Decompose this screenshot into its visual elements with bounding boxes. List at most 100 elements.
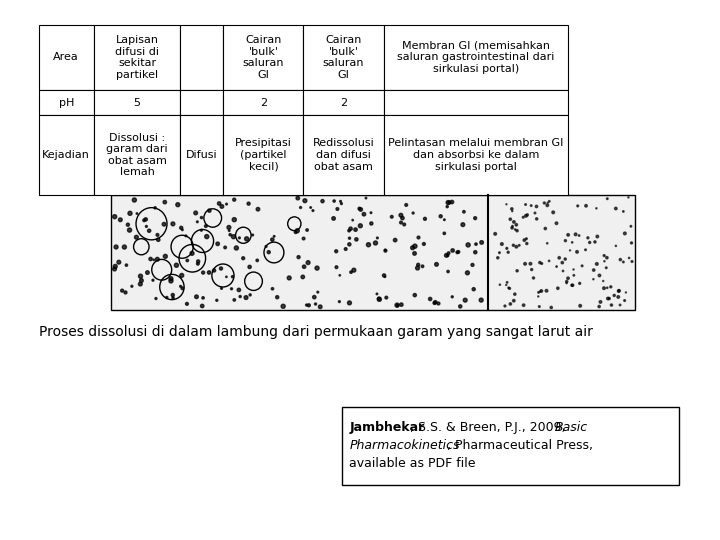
Point	[175, 282, 186, 291]
Point	[531, 202, 542, 211]
Point	[365, 208, 377, 217]
Point	[346, 268, 357, 276]
Point	[328, 197, 340, 205]
Point	[243, 199, 254, 208]
Point	[161, 293, 173, 302]
Point	[568, 271, 580, 280]
Point	[228, 232, 239, 241]
Point	[351, 235, 362, 244]
Point	[348, 266, 359, 274]
Point	[311, 264, 323, 272]
Point	[451, 248, 463, 256]
Point	[190, 208, 202, 217]
Point	[433, 299, 444, 308]
Point	[181, 300, 193, 308]
Point	[552, 284, 564, 293]
Point	[457, 220, 469, 229]
Point	[147, 276, 158, 285]
Point	[121, 261, 132, 269]
Point	[343, 226, 355, 235]
Point	[225, 231, 236, 239]
Point	[571, 247, 582, 256]
Point	[350, 225, 361, 234]
Point	[490, 230, 501, 238]
Point	[197, 294, 209, 302]
Point	[292, 194, 304, 202]
Text: Pharmacokinetics: Pharmacokinetics	[349, 439, 460, 452]
Point	[576, 261, 588, 270]
Point	[441, 251, 452, 260]
Point	[398, 220, 410, 229]
Point	[458, 207, 469, 216]
Point	[266, 285, 278, 293]
Point	[192, 257, 204, 266]
Point	[554, 253, 565, 262]
Point	[266, 235, 278, 244]
Bar	[303, 115, 384, 195]
Point	[228, 195, 240, 204]
Point	[301, 301, 312, 309]
Point	[343, 299, 355, 307]
Point	[328, 214, 339, 223]
Point	[584, 238, 595, 247]
Bar	[223, 115, 303, 195]
Point	[354, 204, 365, 213]
Point	[309, 293, 320, 301]
Point	[379, 246, 391, 254]
Point	[518, 213, 529, 221]
Point	[590, 204, 602, 213]
Point	[277, 302, 289, 310]
Bar	[223, 90, 303, 115]
Point	[494, 248, 505, 257]
Point	[598, 276, 609, 285]
Point	[518, 236, 530, 245]
Point	[572, 201, 583, 210]
Point	[438, 229, 450, 238]
Point	[508, 241, 519, 249]
Point	[294, 203, 306, 212]
Point	[298, 262, 310, 271]
Point	[593, 302, 605, 311]
Point	[340, 245, 351, 253]
Point	[499, 302, 510, 310]
Point	[358, 210, 369, 219]
Point	[506, 224, 518, 232]
Point	[467, 261, 478, 269]
Point	[125, 209, 136, 218]
Point	[475, 296, 487, 305]
Bar	[384, 90, 568, 115]
Point	[574, 279, 585, 288]
Point	[197, 268, 209, 277]
Point	[186, 249, 198, 258]
Point	[317, 197, 328, 205]
Point	[592, 232, 603, 241]
Point	[247, 231, 258, 239]
Point	[531, 214, 542, 223]
Point	[251, 256, 263, 265]
Point	[355, 205, 366, 214]
Point	[430, 298, 441, 307]
Text: , S.S. & Breen, P.J., 2009,: , S.S. & Breen, P.J., 2009,	[410, 421, 570, 434]
Point	[506, 205, 518, 213]
Point	[299, 197, 310, 205]
Point	[520, 200, 531, 209]
Point	[109, 212, 120, 221]
Point	[390, 236, 401, 245]
Point	[539, 224, 551, 233]
Bar	[38, 115, 94, 195]
Bar	[384, 115, 568, 195]
Point	[220, 243, 231, 252]
Point	[625, 222, 636, 231]
Point	[192, 259, 204, 268]
Point	[117, 286, 128, 295]
Point	[120, 288, 131, 297]
Point	[513, 241, 525, 249]
Point	[290, 228, 302, 237]
Point	[310, 300, 321, 308]
Point	[601, 253, 613, 262]
Point	[374, 295, 385, 303]
Point	[417, 262, 428, 271]
Point	[110, 242, 122, 251]
Point	[269, 232, 280, 241]
Point	[159, 198, 171, 206]
